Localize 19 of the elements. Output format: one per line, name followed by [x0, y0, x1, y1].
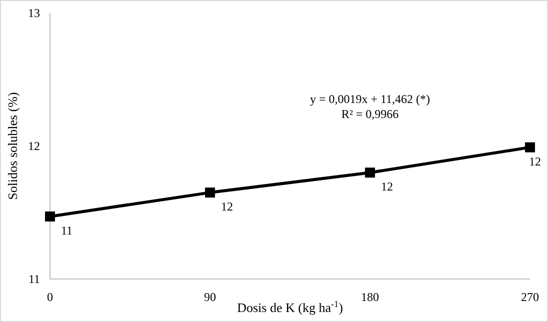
- data-label: 12: [221, 200, 233, 214]
- data-label: 11: [61, 223, 73, 238]
- y-axis-title: Solidos solubles (%): [5, 92, 20, 200]
- point: [45, 211, 55, 222]
- x-axis-title: Dosis de K (kg ha$^{-1}$): [237, 299, 343, 315]
- point: [525, 142, 535, 152]
- x-tick-label: 90: [204, 290, 216, 304]
- point: [365, 168, 375, 178]
- data-label: 12: [529, 154, 541, 168]
- data-label: 12: [381, 180, 393, 194]
- point: [205, 188, 215, 198]
- x-tick-label: 180: [361, 290, 379, 304]
- x-tick-label: 270: [521, 290, 539, 304]
- annotation: R² = 0,9966: [341, 107, 399, 121]
- y-tick-label: 13: [28, 6, 40, 20]
- y-tick-label: 11: [28, 272, 40, 286]
- y-tick-label: 12: [28, 139, 40, 153]
- x-tick-label: 0: [47, 290, 53, 304]
- annotation: y = 0,0019x + 11,462 (*): [310, 92, 430, 106]
